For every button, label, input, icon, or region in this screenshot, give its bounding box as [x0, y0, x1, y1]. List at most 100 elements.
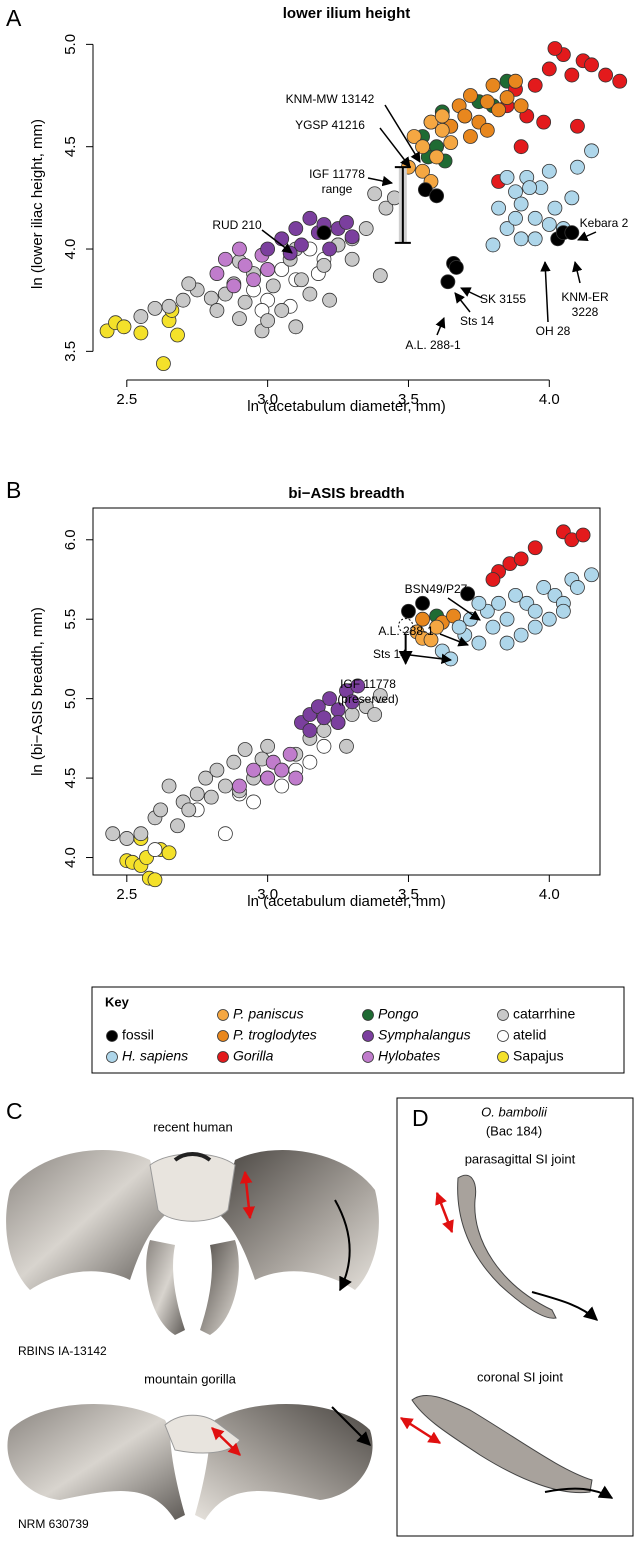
y-tick-label: 4.5: [62, 768, 79, 789]
data-point: [508, 587, 523, 603]
data-point: [598, 67, 614, 83]
annotation-arrow: [439, 633, 469, 647]
data-point: [302, 723, 318, 738]
data-point: [415, 139, 430, 155]
data-point: [570, 159, 585, 175]
panel-label: B: [6, 477, 21, 503]
data-point: [541, 61, 557, 77]
data-point: [260, 738, 276, 754]
data-point: [274, 231, 290, 247]
data-point: [302, 286, 318, 302]
specimen-label: RBINS IA-13142: [18, 1344, 107, 1358]
joint-shape: [457, 1174, 557, 1319]
data-point: [460, 586, 476, 602]
annotation: KNM-MW 13142: [286, 92, 375, 106]
annotation: A.L. 288-1: [378, 624, 434, 638]
data-point: [508, 73, 523, 89]
x-tick-label: 4.0: [539, 886, 560, 903]
data-point: [564, 190, 580, 206]
data-point: [513, 196, 529, 212]
y-tick-label: 5.5: [62, 609, 79, 630]
human-pelvis: [6, 1150, 379, 1335]
data-point: [508, 210, 523, 226]
data-point: [434, 108, 450, 124]
data-point: [513, 551, 529, 567]
panel-label: D: [412, 1105, 429, 1131]
annotation: (preserved): [337, 692, 398, 706]
legend-swatch: [362, 1030, 374, 1042]
annotation-arrow: [454, 292, 471, 313]
data-point: [378, 200, 394, 216]
annotation-arrow: [409, 653, 453, 665]
x-axis-label: ln (acetabulum diameter, mm): [247, 398, 445, 415]
data-point: [209, 762, 225, 778]
data-point: [302, 754, 318, 770]
data-point: [541, 611, 557, 627]
data-point: [246, 762, 261, 778]
data-point: [147, 872, 163, 888]
data-point: [175, 292, 191, 308]
data-point: [116, 319, 132, 335]
annotation-arrow: [460, 287, 483, 299]
data-point: [612, 73, 628, 89]
data-point: [274, 778, 290, 794]
data-point: [316, 710, 332, 726]
data-point: [527, 603, 543, 619]
data-point: [147, 300, 163, 316]
data-point: [203, 789, 219, 805]
data-point: [322, 691, 338, 707]
data-point: [570, 118, 585, 134]
annotation: KNM-ER: [561, 290, 609, 304]
legend-label: P. paniscus: [233, 1006, 304, 1022]
data-point: [161, 298, 177, 314]
data-point: [443, 135, 459, 151]
data-point: [203, 290, 219, 306]
data-point: [344, 251, 360, 267]
plot-frame: [92, 507, 601, 876]
legend-label: Sapajus: [513, 1048, 564, 1064]
data-point: [499, 90, 515, 105]
data-point: [527, 231, 543, 247]
data-point: [463, 129, 478, 144]
data-point: [575, 527, 591, 543]
data-point: [547, 41, 563, 56]
annotation-arrow: [447, 597, 481, 621]
legend-label: Pongo: [378, 1006, 419, 1022]
panel-label: A: [6, 5, 22, 31]
data-point: [170, 327, 185, 343]
data-point: [170, 818, 185, 834]
data-point: [499, 221, 515, 236]
data-point: [161, 845, 177, 861]
data-point: [564, 225, 580, 241]
data-point: [451, 619, 467, 635]
data-point: [294, 237, 309, 253]
data-point: [513, 139, 529, 155]
data-point: [237, 257, 253, 273]
legend-label: fossil: [122, 1027, 154, 1043]
data-point: [471, 635, 487, 651]
x-tick-label: 3.5: [398, 886, 419, 903]
x-tick-label: 2.5: [116, 886, 137, 903]
data-point: [260, 770, 276, 786]
data-point: [189, 786, 205, 802]
legend-swatch: [497, 1009, 509, 1021]
data-point: [344, 229, 360, 245]
data-point: [423, 632, 439, 648]
data-point: [133, 325, 149, 341]
y-tick-label: 6.0: [62, 529, 79, 550]
data-point: [282, 746, 298, 762]
data-point: [147, 842, 163, 857]
annotation: Kebara 2: [580, 216, 629, 230]
data-point: [288, 221, 304, 236]
data-point: [105, 826, 121, 842]
annotation: range: [322, 182, 353, 196]
legend-swatch: [497, 1051, 509, 1063]
annotation: IGF 11778: [309, 167, 365, 181]
legend-swatch: [362, 1009, 374, 1021]
legend-swatch: [497, 1030, 509, 1042]
annotation-arrow: [435, 317, 446, 336]
data-point: [440, 274, 456, 290]
annotation-arrow: [384, 104, 421, 163]
data-point: [527, 210, 543, 226]
data-point: [322, 241, 338, 257]
